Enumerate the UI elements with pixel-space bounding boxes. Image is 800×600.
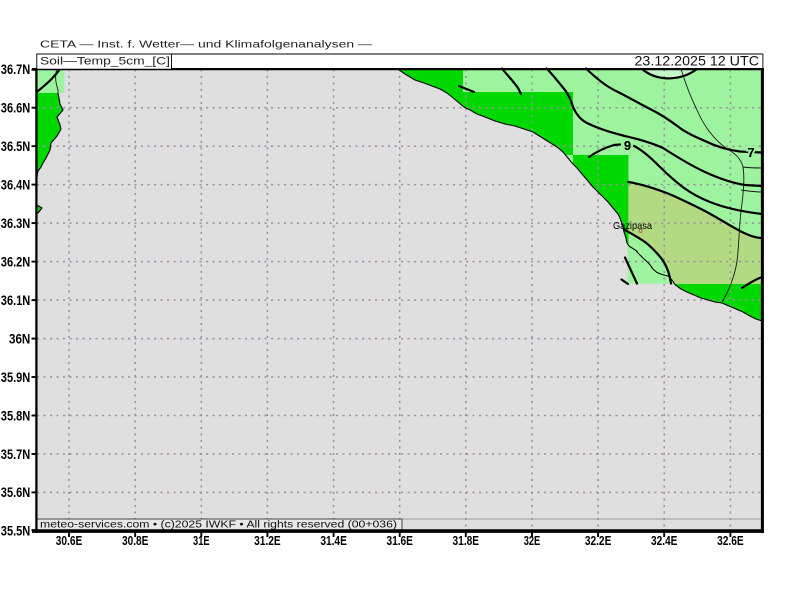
svg-text:30.6E: 30.6E: [56, 533, 83, 548]
svg-text:32.2E: 32.2E: [585, 533, 612, 548]
svg-text:36.5N: 36.5N: [1, 139, 31, 154]
svg-text:36.2N: 36.2N: [1, 254, 31, 269]
svg-text:35.6N: 35.6N: [1, 485, 31, 500]
svg-text:36.1N: 36.1N: [1, 293, 31, 308]
svg-text:31.6E: 31.6E: [386, 533, 413, 548]
svg-text:35.9N: 35.9N: [1, 370, 31, 385]
svg-text:31.8E: 31.8E: [453, 533, 480, 548]
svg-text:9: 9: [624, 138, 631, 153]
svg-text:9: 9: [624, 138, 631, 153]
svg-text:36.3N: 36.3N: [1, 216, 31, 231]
svg-text:7: 7: [747, 145, 754, 160]
svg-text:23.12.2025 12 UTC: 23.12.2025 12 UTC: [635, 53, 760, 69]
svg-text:32.6E: 32.6E: [717, 533, 744, 548]
svg-text:Gazipasa: Gazipasa: [613, 220, 652, 232]
svg-text:CETA — Inst. f. Wetter— und Kl: CETA — Inst. f. Wetter— und Klimafolgena…: [40, 40, 373, 51]
svg-text:31.2E: 31.2E: [254, 533, 281, 548]
svg-text:30.8E: 30.8E: [122, 533, 149, 548]
svg-text:Soil—Temp_5cm_[C]: Soil—Temp_5cm_[C]: [40, 56, 170, 68]
svg-text:36.4N: 36.4N: [1, 177, 31, 192]
svg-text:35.8N: 35.8N: [1, 408, 31, 423]
svg-text:7: 7: [747, 145, 754, 160]
svg-text:32E: 32E: [524, 533, 541, 548]
svg-text:36N: 36N: [9, 331, 30, 346]
svg-text:36.6N: 36.6N: [1, 101, 31, 116]
svg-text:32.4E: 32.4E: [651, 533, 678, 548]
svg-text:31E: 31E: [193, 533, 210, 548]
svg-text:35.5N: 35.5N: [1, 523, 31, 538]
svg-text:meteo-services.com • (c)2025 I: meteo-services.com • (c)2025 IWKF • All …: [40, 520, 397, 531]
svg-text:36.7N: 36.7N: [1, 62, 31, 77]
svg-text:31.4E: 31.4E: [320, 533, 347, 548]
svg-text:35.7N: 35.7N: [1, 447, 31, 462]
